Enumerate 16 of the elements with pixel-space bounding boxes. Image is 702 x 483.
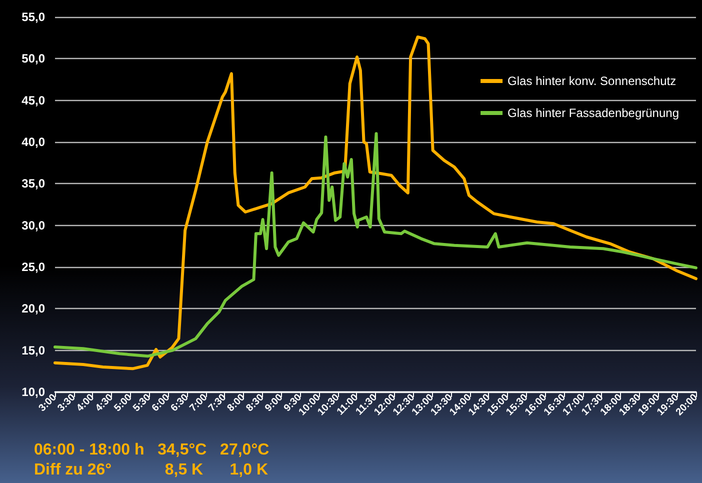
line-series [54, 36, 698, 370]
text: 06:00 - 18:00 h 34,5°C 27,0°C [34, 442, 270, 458]
y-tick-label: 55,0 [22, 10, 46, 24]
x-tick-label: 9:00 [263, 392, 286, 414]
legend-label: Glas hinter konv. Sonnenschutz [508, 74, 676, 88]
y-tick-label: 30,0 [22, 218, 46, 232]
y-tick-label: 40,0 [22, 135, 46, 149]
y-tick-label: 20,0 [22, 302, 46, 316]
y-tick-label: 45,0 [22, 93, 46, 108]
y-tick-label: 35,0 [22, 176, 46, 191]
legend-label: Glas hinter Fassadenbegrünung [508, 106, 680, 120]
text: Diff zu 26° 8,5 K 1,0 K [34, 462, 268, 478]
line-series [54, 132, 698, 358]
y-tick-label: 50,0 [22, 52, 46, 66]
y-tick-label: 15,0 [22, 343, 46, 358]
y-tick-label: 25,0 [22, 260, 46, 274]
